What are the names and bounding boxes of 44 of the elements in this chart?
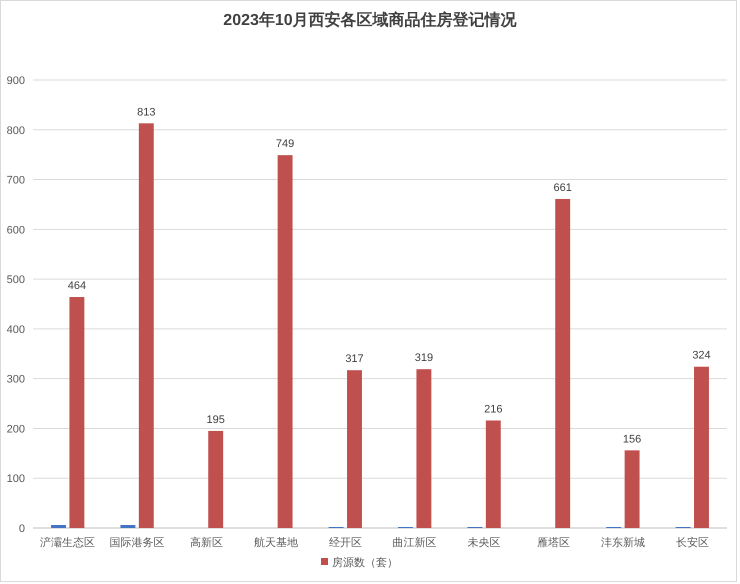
x-tick-label: 长安区 xyxy=(676,536,709,549)
chart-title: 2023年10月西安各区域商品住房登记情况 xyxy=(223,10,518,29)
bar xyxy=(486,420,501,528)
bar xyxy=(69,297,84,528)
x-tick-label: 经开区 xyxy=(328,537,362,549)
bar xyxy=(120,525,136,528)
y-tick-label: 500 xyxy=(6,274,25,286)
data-label: 216 xyxy=(484,403,502,416)
x-tick-label: 曲江新区 xyxy=(392,536,437,549)
data-label: 324 xyxy=(692,350,711,362)
y-tick-label: 700 xyxy=(6,174,25,187)
y-tick-label: 100 xyxy=(6,473,25,486)
bar xyxy=(347,370,362,528)
y-tick-label: 300 xyxy=(6,374,25,386)
x-tick-label: 高新区 xyxy=(190,536,223,549)
y-tick-label: 0 xyxy=(18,523,25,535)
bar xyxy=(694,366,709,528)
x-tick-label: 雁塔区 xyxy=(537,536,570,549)
y-tick-label: 400 xyxy=(6,324,25,336)
y-tick-label: 900 xyxy=(6,75,25,87)
data-label: 749 xyxy=(276,138,294,150)
y-tick-label: 200 xyxy=(6,423,25,436)
legend-label: 房源数（套） xyxy=(332,556,398,569)
x-tick-label: 沣东新城 xyxy=(600,536,645,549)
data-label: 464 xyxy=(68,280,86,292)
data-label: 661 xyxy=(554,182,572,194)
x-tick-label: 浐灞生态区 xyxy=(40,536,96,549)
bar xyxy=(138,123,154,528)
y-tick-label: 800 xyxy=(6,124,25,137)
data-label: 195 xyxy=(206,414,225,426)
bar xyxy=(208,430,224,528)
x-tick-label: 航天基地 xyxy=(254,536,298,549)
data-label: 317 xyxy=(345,353,364,366)
y-tick-label: 600 xyxy=(6,224,25,236)
bar xyxy=(51,525,66,528)
x-tick-label: 国际港务区 xyxy=(110,536,165,549)
data-label: 813 xyxy=(137,106,156,118)
x-tick-label: 未央区 xyxy=(468,536,501,549)
bar xyxy=(416,369,432,528)
bar xyxy=(278,155,293,528)
data-label: 156 xyxy=(622,433,642,446)
bar xyxy=(555,198,570,528)
bar xyxy=(624,450,640,528)
data-label: 319 xyxy=(414,352,434,364)
